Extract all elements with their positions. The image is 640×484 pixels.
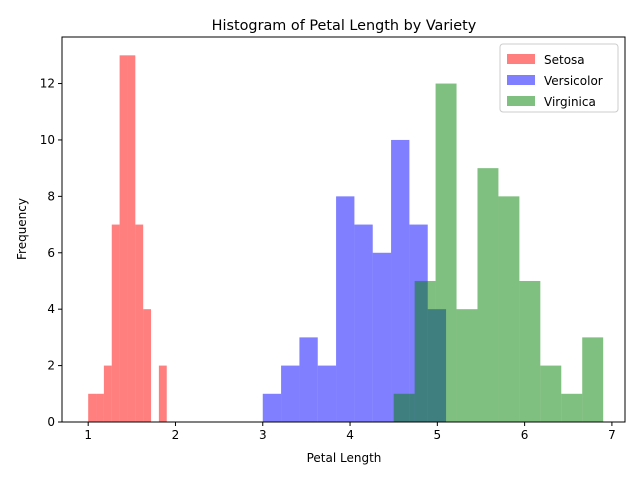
bar-setosa-1 (96, 393, 104, 422)
x-tick-label: 6 (521, 428, 529, 442)
x-axis-ticks: 1 2 3 4 5 6 7 (84, 422, 616, 442)
x-tick-label: 2 (172, 428, 180, 442)
bar-versicolor-7 (391, 139, 410, 422)
bars-layer (88, 55, 604, 423)
x-tick-label: 5 (434, 428, 442, 442)
bar-versicolor-0 (262, 393, 282, 422)
plot-frame (61, 36, 626, 423)
x-tick-label: 4 (346, 428, 354, 442)
y-tick-label: 6 (47, 246, 55, 260)
bar-versicolor-4 (336, 196, 355, 422)
bar-virginica-3 (456, 309, 478, 422)
bar-virginica-1 (414, 280, 436, 422)
bar-setosa-0 (88, 393, 97, 422)
bar-setosa-7 (143, 309, 152, 422)
bar-versicolor-2 (299, 337, 318, 422)
bar-virginica-5 (498, 196, 520, 422)
y-tick-label: 0 (47, 415, 55, 429)
y-tick-label: 8 (47, 189, 55, 203)
bar-virginica-6 (519, 280, 541, 422)
series-virginica (393, 83, 604, 423)
y-tick-label: 4 (47, 302, 55, 316)
legend-swatch-virginica (507, 96, 535, 106)
bar-versicolor-3 (317, 365, 337, 422)
y-tick-label: 2 (47, 359, 55, 373)
bar-setosa-5 (127, 55, 136, 422)
bar-versicolor-5 (354, 224, 373, 422)
bar-versicolor-6 (372, 252, 392, 422)
bar-setosa-6 (135, 224, 144, 422)
y-axis-ticks: 0 2 4 6 8 10 12 (40, 77, 62, 429)
bar-virginica-0 (393, 393, 415, 422)
bar-virginica-4 (477, 168, 499, 422)
legend-label-versicolor: Versicolor (544, 74, 603, 88)
bar-virginica-2 (435, 83, 457, 423)
bar-versicolor-1 (281, 365, 300, 422)
y-tick-label: 10 (40, 133, 55, 147)
x-tick-label: 1 (84, 428, 92, 442)
bar-virginica-8 (561, 393, 583, 422)
legend-swatch-versicolor (507, 75, 535, 85)
y-axis-label: Frequency (15, 198, 29, 260)
bar-setosa-4 (119, 55, 128, 422)
y-tick-label: 12 (40, 77, 55, 91)
bar-setosa-9 (158, 365, 167, 422)
bar-virginica-9 (582, 337, 604, 422)
legend-label-virginica: Virginica (544, 95, 596, 109)
bar-virginica-7 (540, 365, 562, 422)
bar-setosa-3 (111, 224, 120, 422)
x-tick-label: 7 (608, 428, 616, 442)
x-tick-label: 3 (259, 428, 267, 442)
legend-swatch-setosa (507, 54, 535, 64)
legend: Setosa Versicolor Virginica (499, 43, 619, 113)
series-setosa (88, 55, 167, 422)
x-axis-label: Petal Length (307, 451, 382, 465)
chart-title: Histogram of Petal Length by Variety (212, 18, 477, 34)
legend-label-setosa: Setosa (544, 53, 585, 67)
bar-setosa-2 (103, 365, 112, 422)
